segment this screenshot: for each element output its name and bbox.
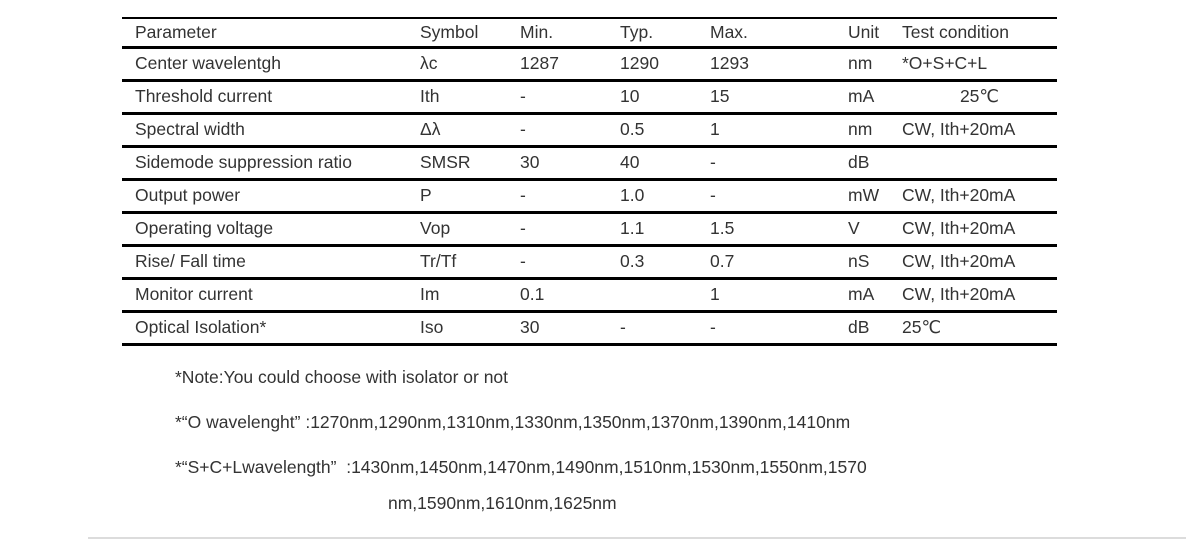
table-row: Output power P - 1.0 - mW CW, Ith+20mA <box>122 181 1057 214</box>
table-cell: 0.5 <box>620 119 645 140</box>
table-row: Center wavelentgh λc 1287 1290 1293 nm *O+S+C+… <box>122 49 1057 82</box>
table-cell: mA <box>848 284 875 305</box>
table-cell: SMSR <box>420 152 471 173</box>
table-cell: CW, Ith+20mA <box>902 218 1016 239</box>
table-cell: - <box>520 86 526 107</box>
table-cell: 0.1 <box>520 284 545 305</box>
table-row: Sidemode suppression ratio SMSR 30 40 - dB <box>122 148 1057 181</box>
table-cell: - <box>520 251 526 272</box>
table-row: Rise/ Fall time Tr/Tf - 0.3 0.7 nS CW, Ith+20m… <box>122 247 1057 280</box>
table-cell: P <box>420 185 432 206</box>
table-cell: mW <box>848 185 880 206</box>
table-cell: nm <box>848 53 873 74</box>
table-cell: 40 <box>620 152 640 173</box>
table-cell: CW, Ith+20mA <box>902 251 1016 272</box>
table-cell: λc <box>420 53 438 74</box>
table-cell: nm <box>848 119 873 140</box>
table-cell: 1287 <box>520 53 559 74</box>
table-cell: Spectral width <box>135 119 245 140</box>
table-cell: Iso <box>420 317 444 338</box>
table-cell: 1293 <box>710 53 749 74</box>
table-cell: V <box>848 218 860 239</box>
table-cell: Optical Isolation* <box>135 317 267 338</box>
table-cell: Ith <box>420 86 440 107</box>
table-cell: 0.3 <box>620 251 645 272</box>
header-cell: Max. <box>710 21 748 42</box>
note-scl-wavelength-line1: *“S+C+Lwavelength” :1430nm,1450nm,1470nm… <box>175 457 867 477</box>
note-isolator: *Note:You could choose with isolator or … <box>175 367 509 387</box>
table-cell: Monitor current <box>135 284 253 305</box>
table-cell: dB <box>848 317 870 338</box>
table-row: Monitor current Im 0.1 1 mA CW, Ith+20mA <box>122 280 1057 313</box>
table-cell: - <box>520 185 526 206</box>
table-cell: dB <box>848 152 870 173</box>
table-cell: Output power <box>135 185 241 206</box>
table-cell: - <box>710 317 716 338</box>
table-cell: 15 <box>710 86 730 107</box>
table-cell: 25℃ <box>902 317 942 338</box>
header-cell: Test condition <box>902 21 1010 42</box>
header-cell: Parameter <box>135 21 217 42</box>
table-cell: 1 <box>710 284 720 305</box>
table-cell: - <box>520 119 526 140</box>
table-cell: 1.5 <box>710 218 735 239</box>
table-cell: Vop <box>420 218 451 239</box>
spec-table: Parameter Symbol Min. Typ. Max. Unit Test cond… <box>122 17 1057 346</box>
table-cell: - <box>710 152 716 173</box>
table-cell: 0.7 <box>710 251 735 272</box>
table-cell: 30 <box>520 152 540 173</box>
table-row: Threshold current Ith - 10 15 mA 25℃ <box>122 82 1057 115</box>
table-cell: Center wavelentgh <box>135 53 281 74</box>
table-cell: 1 <box>710 119 720 140</box>
table-cell: *O+S+C+L <box>902 53 988 74</box>
table-cell: Operating voltage <box>135 218 274 239</box>
table-cell: Rise/ Fall time <box>135 251 246 272</box>
table-row: Operating voltage Vop - 1.1 1.5 V CW, Ith+20mA <box>122 214 1057 247</box>
table-body: Center wavelentgh λc 1287 1290 1293 nm *O+S+C+… <box>122 49 1057 346</box>
table-cell: 30 <box>520 317 540 338</box>
page-bottom-divider <box>88 537 1186 539</box>
note-o-wavelength: *“O wavelenght” :1270nm,1290nm,1310nm,13… <box>175 412 851 432</box>
header-cell: Symbol <box>420 21 479 42</box>
table-cell: 25℃ <box>959 86 1000 107</box>
table-cell: Tr/Tf <box>420 251 457 272</box>
table-cell: - <box>620 317 626 338</box>
header-cell: Unit <box>848 21 880 42</box>
table-cell: Δλ <box>420 119 441 140</box>
table-cell: - <box>520 218 526 239</box>
table-cell: Sidemode suppression ratio <box>135 152 352 173</box>
table-cell: CW, Ith+20mA <box>902 185 1016 206</box>
table-row: Optical Isolation* Iso 30 - - dB 25℃ <box>122 313 1057 346</box>
table-cell: 10 <box>620 86 640 107</box>
table-cell: Im <box>420 284 440 305</box>
table-cell: Threshold current <box>135 86 273 107</box>
table-cell: CW, Ith+20mA <box>902 119 1016 140</box>
header-cell: Min. <box>520 21 554 42</box>
header-cell: Typ. <box>620 21 654 42</box>
table-cell: 1290 <box>620 53 659 74</box>
table-cell: mA <box>848 86 875 107</box>
table-cell: CW, Ith+20mA <box>902 284 1016 305</box>
table-header-row: Parameter Symbol Min. Typ. Max. Unit Test cond… <box>122 19 1057 49</box>
note-scl-wavelength-line2: nm,1590nm,1610nm,1625nm <box>388 493 617 513</box>
table-cell: 1.0 <box>620 185 645 206</box>
table-cell: nS <box>848 251 870 272</box>
table-cell: - <box>710 185 716 206</box>
table-row: Spectral width Δλ - 0.5 1 nm CW, Ith+20mA <box>122 115 1057 148</box>
table-cell: 1.1 <box>620 218 645 239</box>
